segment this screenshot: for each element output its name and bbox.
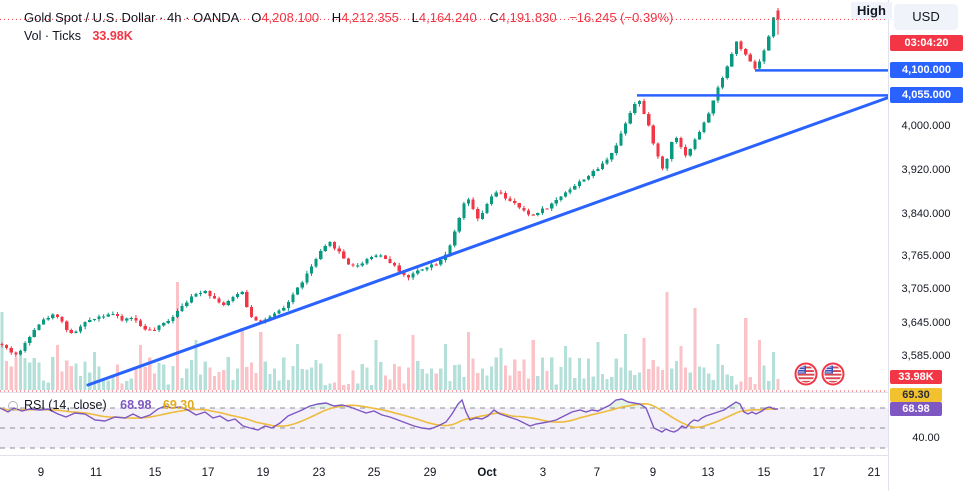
symbol-title[interactable]: Gold Spot / U.S. Dollar · 4h · OANDA [24,10,239,25]
volume-value-badge: 33.98K [890,370,942,384]
symbol-legend: Gold Spot / U.S. Dollar · 4h · OANDA O4,… [24,10,673,25]
rsi-legend-title[interactable]: RSI (14, close) [24,398,107,412]
time-axis-tick: 21 [867,467,881,479]
candlestick-series [0,8,780,358]
trendline-drawing[interactable] [86,96,889,387]
price-axis-tick: 3,920.000 [901,163,951,176]
time-axis-tick: 29 [423,467,437,479]
time-axis-tick: 7 [593,467,601,479]
high-value: 4,212.355 [341,10,400,25]
price-axis-tick: 3,645.000 [901,316,951,329]
price-axis-tick: 3,840.000 [901,208,951,221]
currency-button[interactable]: USD [894,4,958,30]
time-axis[interactable]: 9 11 15 17 19 23 25 29 Oct 3 7 9 13 15 17 21 [0,455,964,491]
close-ohlc-label: C [489,10,499,25]
change-value: −16.245 (−0.39%) [569,10,674,25]
rsi-legend: RSI (14, close) 68.98 69.30 [8,398,195,412]
rsi-axis-tick: 40.00 [912,432,940,444]
rsi-value-badge: 68.98 [890,402,942,417]
low-ohlc-label: L [411,10,419,25]
volume-legend-value: 33.98K [92,29,133,43]
rsi-collapse-icon[interactable] [8,401,18,411]
countdown-badge: 03:04:20 [890,35,963,51]
us-flag-event-icon[interactable] [821,362,845,386]
price-axis-tick: 3,585.000 [901,350,951,363]
time-axis-tick: 25 [367,467,381,479]
time-axis-tick: 17 [812,467,826,479]
time-axis-tick: 9 [649,467,657,479]
time-axis-tick: 17 [201,467,215,479]
level-badge-4100: 4,100.000 [890,62,963,79]
rsi-legend-value: 68.98 [120,398,152,412]
time-axis-tick: 23 [312,467,326,479]
high-ohlc-label: H [331,10,342,25]
price-axis-tick: 3,765.000 [901,250,951,263]
volume-legend: Vol · Ticks 33.98K [24,29,133,43]
time-axis-tick: 19 [256,467,270,479]
time-axis-tick: Oct [477,467,497,479]
time-axis-tick: 11 [90,467,102,479]
volume-legend-title[interactable]: Vol · Ticks [24,29,81,43]
open-label: O [251,10,262,25]
level-badge-4055: 4,055.000 [890,87,963,104]
price-axis[interactable]: USD 03:04:20 4,100.000 4,055.000 4,000.0… [888,0,964,491]
price-axis-tick: 3,705.000 [901,283,951,296]
time-axis-tick: 3 [539,467,547,479]
time-axis-tick: 15 [148,467,162,479]
price-axis-tick: 4,000.000 [901,119,951,132]
volume-series [0,282,780,390]
rsi-ma-value-badge: 69.30 [890,388,942,403]
open-value: 4,208.100 [261,10,320,25]
us-flag-event-icon[interactable] [794,362,818,386]
low-value: 4,164.240 [418,10,477,25]
close-value: 4,191.830 [498,10,557,25]
rsi-ma-legend-value: 69.30 [162,398,195,412]
time-axis-tick: 9 [37,467,45,479]
high-annotation-label[interactable]: High [851,2,892,19]
rsi-line[interactable] [0,398,778,433]
time-axis-tick: 15 [757,467,771,479]
rsi-ma-line[interactable] [0,402,777,429]
time-axis-tick: 13 [701,467,715,479]
